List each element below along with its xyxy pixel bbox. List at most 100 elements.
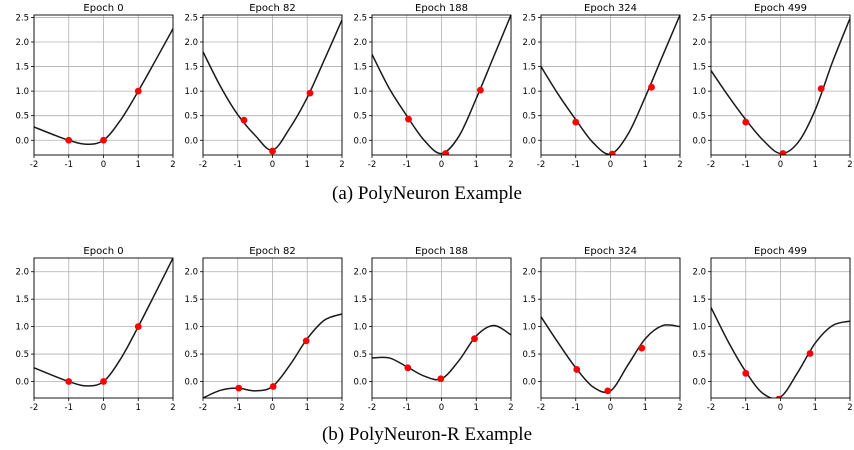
chart-b-1-ytick-label: 2.0 xyxy=(15,268,29,278)
chart-a-4-xtick-label: 2 xyxy=(677,160,682,170)
chart-b-2-ytick-label: 0.0 xyxy=(184,378,198,388)
chart-a-4-ytick-label: 2.5 xyxy=(522,13,536,23)
chart-b-3-point-2 xyxy=(437,375,445,383)
chart-b-1-xtick-label: 0 xyxy=(101,403,106,413)
chart-a-4-xtick-label: -1 xyxy=(572,160,580,170)
chart-a-5-xtick-label: -2 xyxy=(707,160,715,170)
chart-a-5-ytick-label: 2.5 xyxy=(692,13,706,23)
chart-b-4-xtick-label: -1 xyxy=(572,403,580,413)
chart-a-3-ytick-label: 1.0 xyxy=(353,87,367,97)
chart-b-4-ytick-label: 1.5 xyxy=(522,295,536,305)
chart-b-3: -2 -1 0 1 2 0.0 0.5 1.0 1.5 2.0 Epoch 188 xyxy=(353,246,513,413)
chart-a-1-ytick-label: 2.0 xyxy=(15,38,29,48)
chart-a-2-xtick-label: -1 xyxy=(234,160,242,170)
chart-b-5-ytick-label: 0.0 xyxy=(692,378,706,388)
chart-b-2-xtick-label: -2 xyxy=(199,403,207,413)
chart-a-5-ytick-label: 0.5 xyxy=(692,112,706,122)
chart-a-2-ytick-label: 1.5 xyxy=(184,63,198,73)
chart-a-1-ytick-label: 1.5 xyxy=(15,63,29,73)
chart-b-1-xtick-label: -1 xyxy=(65,403,73,413)
chart-a-3-point-3 xyxy=(477,86,484,94)
chart-b-5-xtick-label: 2 xyxy=(847,403,852,413)
chart-a-2-title: Epoch 82 xyxy=(249,3,296,14)
chart-b-1-point-3 xyxy=(134,323,142,331)
chart-a-3-curve xyxy=(372,15,511,155)
chart-b-3-xtick-label: 1 xyxy=(474,403,479,413)
chart-a-5-xtick-label: 0 xyxy=(778,160,783,170)
chart-b-4-xtick-label: 2 xyxy=(677,403,682,413)
chart-b-4-point-1 xyxy=(573,366,581,373)
chart-a-5: -2 -1 0 1 2 0.0 0.5 1.0 1.5 2.0 2.5 Epoch 499 xyxy=(692,3,852,170)
chart-a-1-xtick-label: -2 xyxy=(30,160,38,170)
chart-a-4-ytick-label: 0.0 xyxy=(522,136,536,146)
chart-b-3-xtick-label: -2 xyxy=(368,403,376,413)
chart-a-3-ytick-label: 0.5 xyxy=(353,112,367,122)
chart-a-4-ytick-label: 0.5 xyxy=(522,112,536,122)
chart-a-4-ytick-label: 1.0 xyxy=(522,87,536,97)
chart-b-3-xtick-label: 2 xyxy=(508,403,513,413)
chart-a-5-point-3 xyxy=(817,85,825,93)
chart-a-1-xtick-label: -1 xyxy=(65,160,73,170)
chart-b-1-xtick-label: -2 xyxy=(30,403,38,413)
chart-b-3-xtick-label: -1 xyxy=(403,403,411,413)
chart-b-4-ytick-label: 0.5 xyxy=(522,350,536,360)
chart-b-4-xtick-label: 0 xyxy=(608,403,613,413)
chart-b-4-ytick-label: 2.0 xyxy=(522,268,536,278)
chart-a-1-xtick-label: 2 xyxy=(170,160,175,170)
chart-b-4-ytick-label: 1.0 xyxy=(522,323,536,333)
chart-b-2-ytick-label: 1.0 xyxy=(184,323,198,333)
chart-b-1: -2 -1 0 1 2 0.0 0.5 1.0 1.5 2.0 Epoch 0 xyxy=(15,246,175,413)
chart-a-4-xtick-label: -2 xyxy=(537,160,545,170)
chart-b-2-xtick-label: -1 xyxy=(234,403,242,413)
chart-a-4-xtick-label: 0 xyxy=(608,160,613,170)
chart-a-2-point-3 xyxy=(306,89,314,97)
chart-a-3-point-2 xyxy=(442,150,450,155)
chart-b-5-xtick-label: 0 xyxy=(778,403,783,413)
chart-b-2-xtick-label: 2 xyxy=(339,403,344,413)
chart-a-1-xtick-label: 1 xyxy=(136,160,141,170)
chart-a-3-ytick-label: 2.0 xyxy=(353,38,367,48)
chart-b-4-title: Epoch 324 xyxy=(584,246,637,257)
chart-a-5-xtick-label: 1 xyxy=(813,160,818,170)
chart-b-2-point-1 xyxy=(235,384,243,392)
chart-a-4-ytick-label: 1.5 xyxy=(522,63,536,73)
chart-b-4-xtick-label: 1 xyxy=(643,403,648,413)
chart-a-5-title: Epoch 499 xyxy=(754,3,807,14)
chart-b-1-ytick-label: 0.0 xyxy=(15,378,29,388)
chart-a-5-ytick-label: 0.0 xyxy=(692,136,706,146)
chart-b-5-point-1 xyxy=(742,369,750,377)
chart-b-2-point-2 xyxy=(269,383,277,390)
chart-a-3: -2 -1 0 1 2 0.0 0.5 1.0 1.5 2.0 2.5 Epoch 188 xyxy=(353,3,513,170)
chart-a-2-ytick-label: 1.0 xyxy=(184,87,198,97)
chart-a-1: -2 -1 0 1 2 0.0 0.5 1.0 1.5 2.0 2.5 Epoch 0 xyxy=(15,3,175,170)
chart-b-5-point-3 xyxy=(806,350,814,357)
chart-b-3-ytick-label: 1.0 xyxy=(353,323,367,333)
chart-a-3-xtick-label: -2 xyxy=(368,160,376,170)
chart-a-5-ytick-label: 1.0 xyxy=(692,87,706,97)
chart-b-2-xtick-label: 0 xyxy=(270,403,275,413)
chart-b-1-ytick-label: 1.0 xyxy=(15,323,29,333)
chart-a-2-ytick-label: 2.5 xyxy=(184,13,198,23)
chart-b-5: -2 -1 0 1 2 0.0 0.5 1.0 1.5 2.0 Epoch 499 xyxy=(692,246,852,413)
chart-b-1-title: Epoch 0 xyxy=(83,246,123,257)
chart-a-1-ytick-label: 0.0 xyxy=(15,136,29,146)
chart-b-1-ytick-label: 0.5 xyxy=(15,350,29,360)
chart-b-2-point-3 xyxy=(302,337,310,345)
chart-a-4-point-1 xyxy=(572,118,580,126)
chart-b-4-xtick-label: -2 xyxy=(537,403,545,413)
chart-a-4-point-2 xyxy=(608,150,616,155)
chart-a-1-xtick-label: 0 xyxy=(101,160,106,170)
chart-a-1-ytick-label: 0.5 xyxy=(15,112,29,122)
chart-a-2-point-1 xyxy=(240,116,248,124)
chart-a-1-ytick-label: 2.5 xyxy=(15,13,29,23)
chart-a-2-xtick-label: 1 xyxy=(305,160,310,170)
chart-b-4-point-3 xyxy=(638,344,646,352)
chart-b-3-xtick-label: 0 xyxy=(439,403,444,413)
chart-a-5-xtick-label: -1 xyxy=(742,160,750,170)
chart-a-3-xtick-label: -1 xyxy=(403,160,411,170)
chart-b-3-ytick-label: 2.0 xyxy=(353,268,367,278)
chart-b-5-ytick-label: 0.5 xyxy=(692,350,706,360)
chart-b-3-point-1 xyxy=(404,364,412,372)
chart-a-3-ytick-label: 2.5 xyxy=(353,13,367,23)
chart-a-1-title: Epoch 0 xyxy=(83,3,123,14)
